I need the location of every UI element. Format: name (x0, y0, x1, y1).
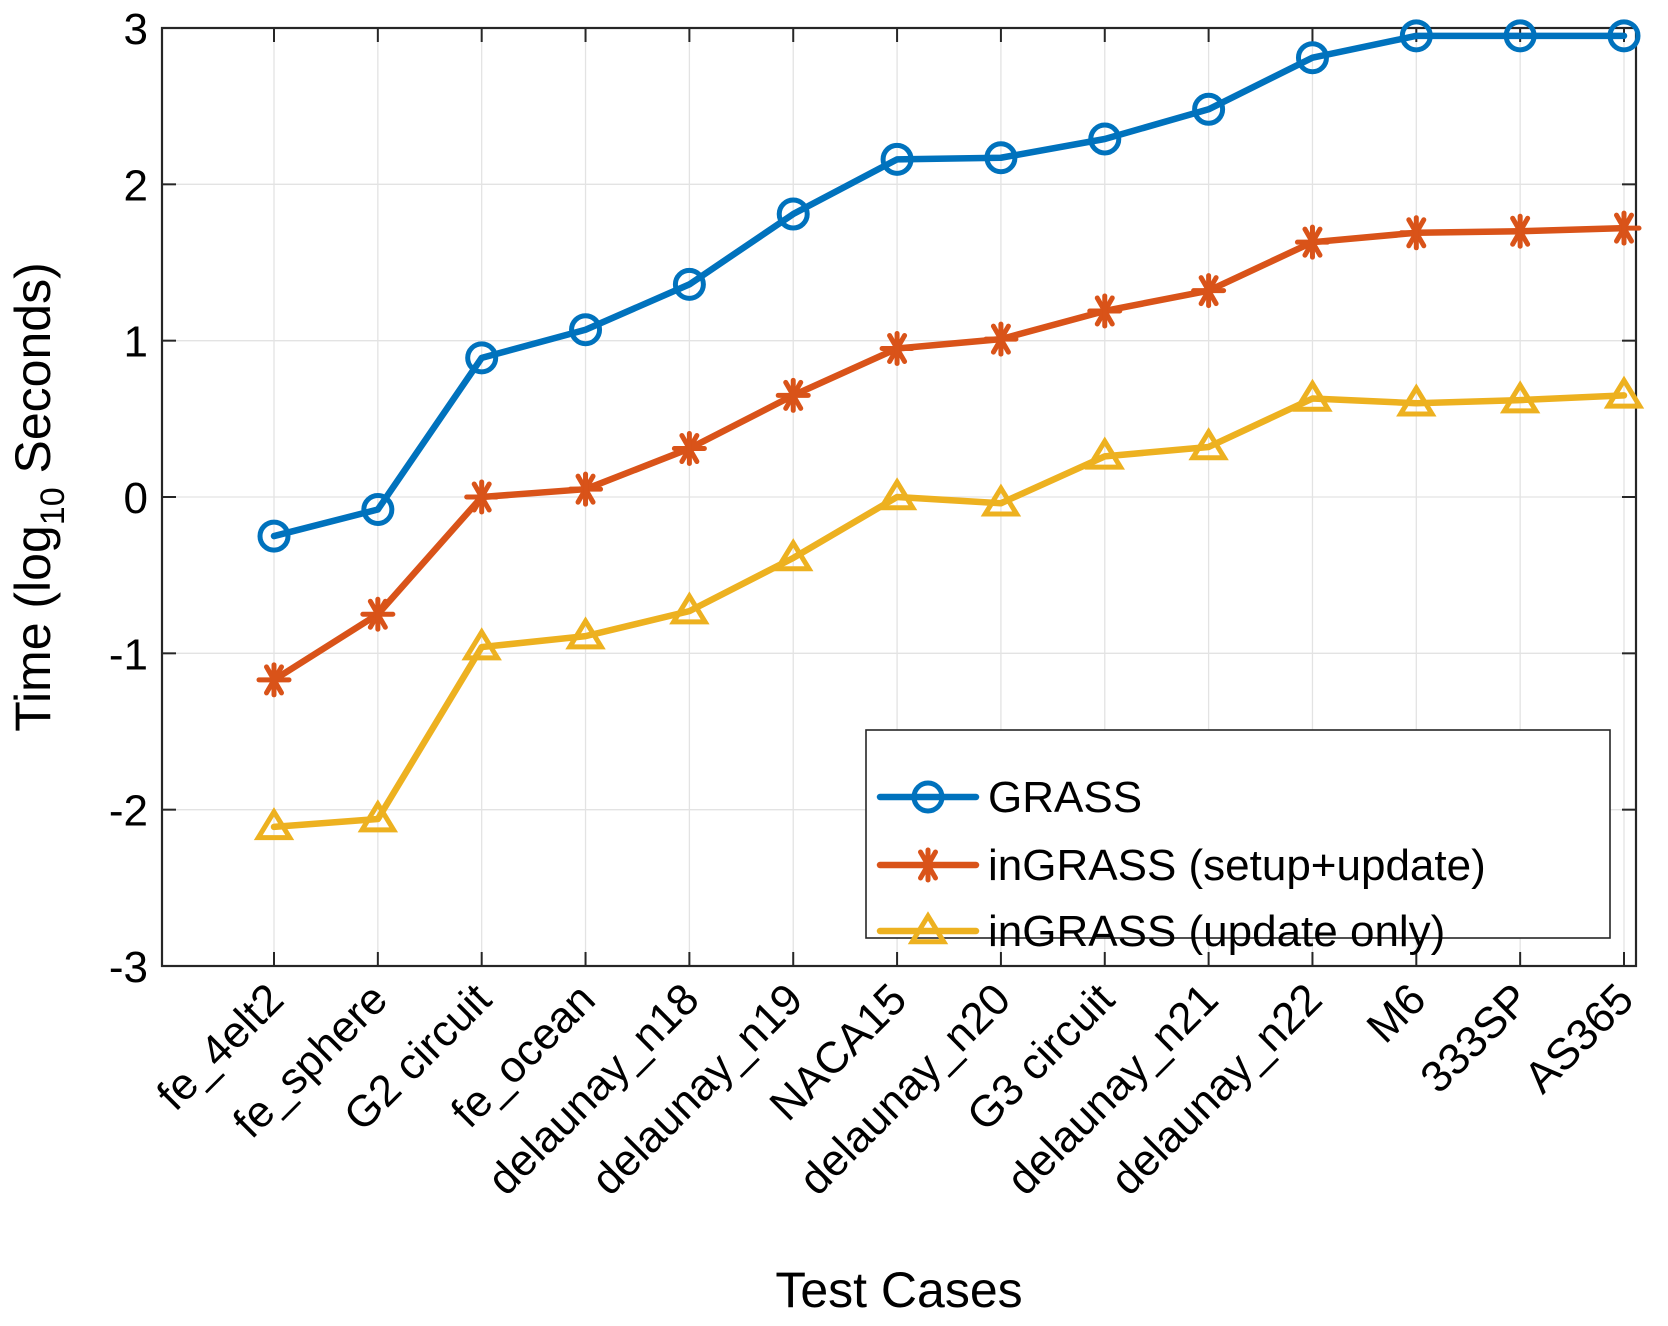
series-line (270, 392, 1628, 831)
data-point (879, 330, 915, 366)
data-point (669, 591, 710, 625)
x-tick-label: 333SP (1411, 974, 1539, 1102)
y-tick-label: -1 (109, 630, 148, 679)
data-point (1502, 213, 1538, 249)
data-point (1607, 19, 1641, 53)
data-point (1192, 92, 1226, 126)
legend-box (865, 729, 1611, 939)
data-point (1295, 41, 1329, 75)
y-tick-label: 2 (124, 161, 148, 210)
legend-label: inGRASS (setup+update) (988, 841, 1486, 890)
data-series (253, 19, 1645, 841)
data-point (773, 538, 814, 572)
y-tick-label: 3 (124, 5, 148, 54)
data-point (568, 471, 604, 507)
data-point (1503, 19, 1537, 53)
legend-marker (910, 847, 946, 883)
data-point (983, 321, 1019, 357)
x-axis-title: Test Cases (775, 1262, 1022, 1318)
data-point (672, 267, 706, 301)
data-point (569, 313, 603, 347)
series-line (270, 32, 1628, 540)
data-point (1088, 122, 1122, 156)
y-tick-label: -2 (109, 787, 148, 836)
data-point (357, 799, 399, 833)
data-point (1603, 375, 1645, 409)
plot-frame (160, 26, 1638, 968)
data-point (1499, 380, 1541, 414)
data-point (1399, 19, 1433, 53)
y-tick-label: 0 (124, 474, 148, 523)
data-point (1606, 210, 1642, 246)
data-point (256, 662, 292, 698)
data-point (1294, 224, 1330, 260)
y-axis-title: Time (log10 Seconds) (5, 262, 72, 731)
x-tick-label: M6 (1358, 974, 1436, 1052)
data-point (1398, 215, 1434, 251)
data-point (465, 341, 499, 375)
series-3 (253, 375, 1645, 841)
y-tick-labels: -3 -2 -1 0 1 2 3 (109, 5, 148, 992)
data-point (1396, 383, 1437, 417)
y-tick-label: 1 (124, 318, 148, 367)
legend-label: GRASS (988, 773, 1142, 822)
data-point (361, 493, 395, 527)
data-point (776, 197, 810, 231)
data-point (876, 477, 918, 511)
data-point (257, 519, 291, 553)
series-1 (257, 19, 1641, 553)
legend-entry: inGRASS (setup+update) (876, 841, 1486, 890)
data-point (1188, 427, 1229, 461)
data-point (980, 483, 1022, 517)
data-point (461, 627, 502, 661)
legend-label: inGRASS (update only) (988, 907, 1445, 956)
data-point (1087, 293, 1123, 329)
data-point (1084, 436, 1125, 470)
data-point (565, 616, 606, 650)
data-point (464, 479, 500, 515)
legend-marker (907, 911, 949, 945)
data-point (671, 431, 707, 467)
x-tick-label: AS365 (1515, 974, 1643, 1102)
y-tick-label: -3 (109, 943, 148, 992)
legend-entry: inGRASS (update only) (876, 907, 1445, 956)
data-point (1292, 378, 1333, 412)
data-point (1191, 273, 1227, 309)
data-point (880, 142, 914, 176)
legend-entry: GRASS (876, 773, 1142, 822)
legend-marker (911, 780, 945, 814)
data-point (360, 596, 396, 632)
data-point (775, 377, 811, 413)
data-point (253, 807, 295, 841)
series-2 (256, 210, 1642, 698)
legend: GRASS inGRASS (setup+update) inGRASS (upda… (865, 729, 1611, 956)
series-line (270, 224, 1628, 684)
data-point (984, 141, 1018, 175)
